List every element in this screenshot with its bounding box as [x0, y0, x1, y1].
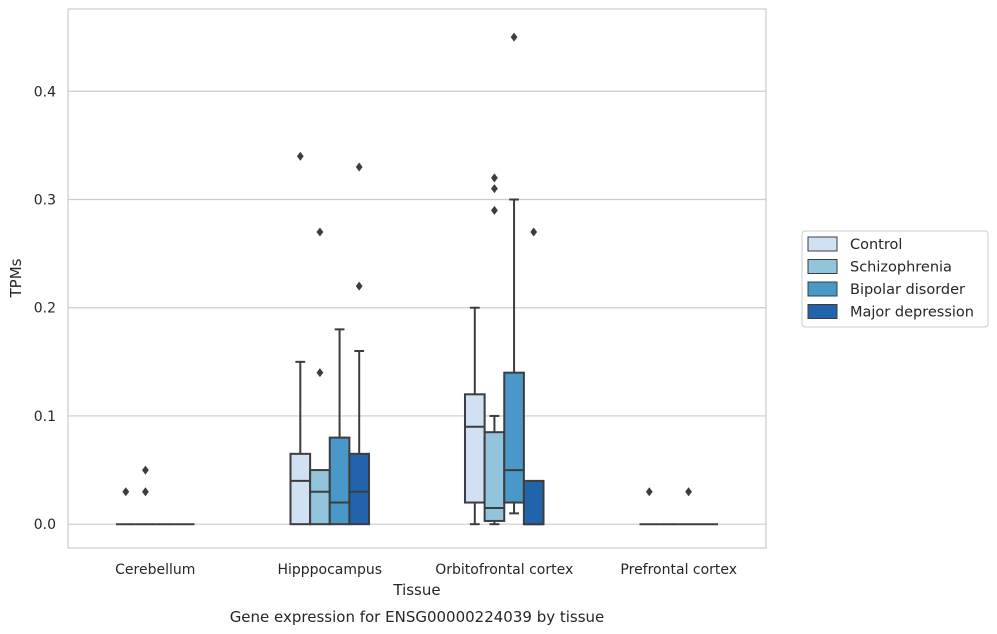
legend-label: Control [850, 237, 902, 253]
x-tick-label: Cerebellum [115, 562, 195, 578]
outlier-point [316, 368, 324, 378]
outlier-point [530, 227, 538, 237]
legend-swatch [807, 259, 838, 274]
x-tick-label: Orbitofrontal cortex [435, 562, 573, 578]
legend-swatch [807, 304, 838, 319]
y-axis-label: TPMs [7, 258, 25, 298]
y-tick-label: 0.1 [34, 409, 56, 425]
box-group [309, 227, 331, 526]
box-group [135, 465, 156, 526]
box-group [115, 487, 136, 526]
box [463, 393, 486, 504]
box-group [348, 162, 371, 526]
outlier-point [355, 281, 363, 291]
box [348, 452, 371, 526]
outlier-point [142, 487, 149, 497]
x-tick-labels: Cerebellum Hipppocampus Orbitofrontal cort… [115, 562, 737, 578]
x-tick-label: Prefrontal cortex [620, 562, 737, 578]
chart-caption: Gene expression for ENSG00000224039 by t… [230, 608, 605, 626]
box-group [639, 487, 660, 526]
y-tick-label: 0.3 [34, 192, 56, 208]
y-tick-label: 0.4 [34, 84, 56, 100]
outlier-point [645, 487, 653, 497]
outlier-point [491, 205, 498, 215]
box [328, 436, 351, 526]
box-group [522, 227, 545, 526]
legend-swatch [807, 236, 838, 252]
box [522, 479, 545, 526]
outlier-point [510, 32, 518, 42]
y-tick-labels: 0.0 0.1 0.2 0.3 0.4 [34, 84, 56, 533]
box [503, 371, 525, 504]
box-groups [115, 32, 719, 526]
legend-swatch [807, 281, 838, 297]
legend-frame [801, 230, 989, 328]
x-axis-label: Tissue [392, 581, 440, 599]
legend-label: Major depression [850, 305, 974, 321]
outlier-point [296, 151, 304, 161]
box [309, 469, 331, 526]
plot-area [67, 8, 767, 549]
legend-label: Schizophrenia [850, 260, 952, 276]
outlier-point [685, 487, 692, 497]
outlier-point [491, 184, 498, 194]
y-tick-label: 0.2 [34, 301, 56, 317]
legend-items: Control Schizophrenia Bipolar disorder Majo… [807, 236, 974, 321]
box-group [289, 151, 312, 526]
box-group [678, 487, 699, 526]
x-tick-label: Hipppocampus [277, 562, 382, 578]
y-tick-label: 0.0 [34, 517, 56, 533]
box-group [503, 32, 525, 515]
box [289, 452, 312, 526]
outlier-point [122, 487, 130, 497]
outlier-point [355, 162, 363, 172]
outlier-point [491, 173, 498, 183]
legend-label: Bipolar disorder [850, 282, 965, 298]
outlier-point [316, 227, 324, 237]
legend: Control Schizophrenia Bipolar disorder Majo… [801, 230, 989, 328]
outlier-point [142, 465, 149, 475]
